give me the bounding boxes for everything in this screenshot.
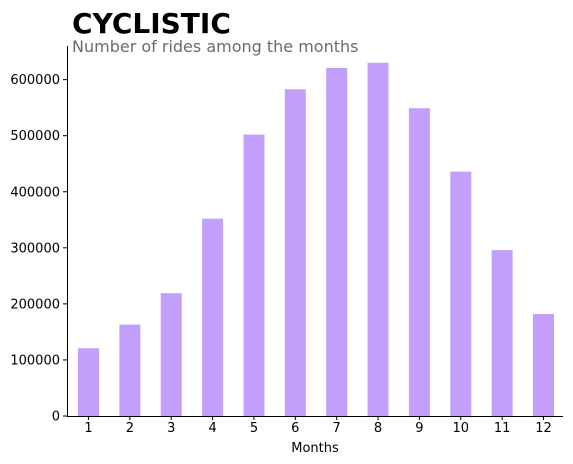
x-tick-label: 5 [250,421,258,436]
x-axis-label: Months [291,441,339,456]
x-tick-label: 6 [291,421,299,436]
bar-month-1 [78,348,99,416]
bars-group [78,62,554,417]
y-tick-label: 500000 [10,129,60,144]
x-tick-label: 11 [494,421,511,436]
bar-month-9 [408,108,430,416]
bar-month-10 [450,171,472,416]
bar-month-11 [491,250,513,416]
x-tick-label: 9 [415,421,423,436]
x-tick-label: 4 [208,421,216,436]
bar-month-5 [243,134,265,416]
bar-month-7 [326,67,348,417]
x-axis-ticks: 1 2 3 4 5 6 7 8 9 10 11 12 [84,416,552,436]
y-tick-label: 100000 [10,353,60,368]
y-tick-label: 0 [52,410,60,425]
y-tick-label: 300000 [10,241,60,256]
chart-title: CYCLISTIC [72,7,231,40]
bar-month-3 [160,293,182,416]
y-axis-ticks: 0 100000 200000 300000 400000 500000 600000 [10,73,67,425]
x-tick-label: 7 [333,421,341,436]
x-tick-label: 2 [126,421,134,436]
bar-month-12 [533,314,554,416]
y-tick-label: 200000 [10,297,60,312]
bar-month-6 [284,89,306,416]
chart-subtitle: Number of rides among the months [72,37,358,56]
bar-month-4 [202,218,224,416]
y-tick-label: 600000 [10,73,60,88]
x-tick-label: 3 [167,421,175,436]
x-tick-label: 8 [374,421,382,436]
bar-month-2 [119,324,141,416]
bar-month-8 [367,62,389,417]
y-tick-label: 400000 [10,185,60,200]
x-tick-label: 1 [84,421,92,436]
x-tick-label: 12 [535,421,552,436]
x-tick-label: 10 [452,421,469,436]
